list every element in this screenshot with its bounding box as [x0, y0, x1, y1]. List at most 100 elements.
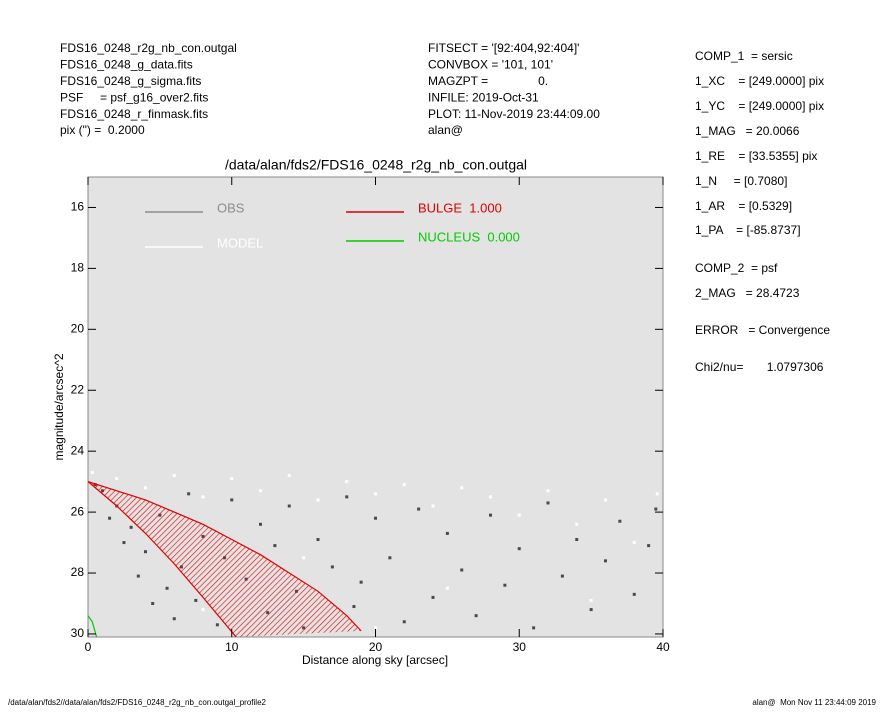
fit-parameter: 1_YC = [249.0000] pix: [695, 99, 824, 113]
bulge-outer-edge: [88, 481, 362, 632]
y-axis-label: magnitude/arcsec^2: [52, 353, 66, 460]
header-left-line: FDS16_0248_r2g_nb_con.outgal: [60, 41, 237, 55]
data-point: [632, 592, 636, 596]
data-point: [647, 544, 651, 548]
y-tick-label: 24: [71, 443, 85, 457]
data-point: [517, 547, 521, 551]
data-point: [136, 574, 140, 578]
bulge-inner-edge: [88, 481, 237, 637]
x-tick-label: 0: [85, 640, 92, 654]
data-point: [345, 495, 349, 499]
legend-label: MODEL: [217, 235, 263, 250]
x-tick-label: 30: [513, 640, 527, 654]
data-point: [122, 541, 126, 545]
data-point: [201, 495, 205, 499]
data-point: [259, 522, 262, 526]
data-point: [575, 522, 579, 526]
data-point: [151, 601, 155, 605]
plot-area: [87, 176, 664, 638]
fit-parameter: ERROR = Convergence: [695, 323, 830, 337]
data-point: [431, 595, 435, 599]
data-point: [618, 519, 622, 523]
data-point: [187, 492, 191, 496]
data-point: [560, 574, 564, 578]
footer-right: alan@ Mon Nov 11 23:44:09 2019: [752, 698, 876, 707]
header-left-line: FDS16_0248_g_sigma.fits: [60, 74, 201, 88]
data-point: [194, 598, 198, 602]
data-point: [604, 559, 607, 563]
legend-label: NUCLEUS 0.000: [418, 229, 520, 244]
header-middle-line: FITSECT = '[92:404,92:404]': [428, 41, 579, 55]
data-point: [316, 538, 320, 542]
fit-parameter: Chi2/nu= 1.0797306: [695, 360, 824, 374]
data-point: [374, 516, 377, 520]
x-tick-label: 10: [225, 640, 239, 654]
data-point: [431, 504, 435, 508]
data-point: [632, 541, 636, 545]
y-tick-label: 18: [71, 261, 85, 275]
model-line: [88, 615, 98, 637]
data-point: [359, 580, 363, 584]
data-point: [302, 556, 306, 560]
data-point: [108, 516, 112, 520]
x-tick-label: 40: [656, 640, 670, 654]
data-point: [532, 626, 536, 630]
data-point: [474, 614, 478, 618]
data-point: [589, 598, 593, 602]
data-point: [172, 474, 176, 478]
data-point: [345, 480, 349, 484]
legend-label: OBS: [217, 200, 245, 215]
data-point: [374, 492, 377, 496]
data-point: [388, 556, 392, 560]
bulge-fill: [88, 481, 362, 637]
header-middle-line: CONVBOX = '101, 101': [428, 58, 553, 72]
data-point: [259, 489, 262, 493]
header-middle-line: INFILE: 2019-Oct-31: [428, 90, 539, 104]
header-middle-line: PLOT: 11-Nov-2019 23:44:09.00: [428, 107, 600, 121]
data-point: [230, 477, 234, 481]
data-point: [352, 605, 356, 609]
data-point: [230, 498, 234, 502]
header-left-line: FDS16_0248_r_finmask.fits: [60, 107, 208, 121]
data-point: [589, 608, 593, 612]
data-point: [604, 498, 607, 502]
fit-parameter: 1_AR = [0.5329]: [695, 199, 792, 213]
data-point: [144, 550, 147, 554]
data-point: [654, 507, 658, 511]
x-tick-label: 20: [369, 640, 383, 654]
fit-parameter: 1_RE = [33.5355] pix: [695, 149, 817, 163]
data-point: [129, 525, 133, 529]
data-point: [489, 513, 492, 517]
data-point: [273, 544, 277, 548]
y-tick-label: 28: [71, 565, 85, 579]
y-tick-label: 30: [71, 626, 85, 640]
y-tick-label: 16: [71, 200, 85, 214]
fit-parameter: 1_PA = [-85.8737]: [695, 223, 801, 237]
data-point: [546, 501, 550, 505]
data-point: [201, 608, 205, 612]
y-tick-label: 26: [71, 504, 85, 518]
data-point: [655, 492, 659, 496]
data-point: [287, 474, 291, 478]
header-middle-line: MAGZPT = 0.: [428, 74, 548, 88]
x-axis-label: Distance along sky [arcsec]: [302, 653, 448, 667]
data-point: [489, 495, 492, 499]
data-point: [90, 470, 94, 474]
fit-parameter: 1_N = [0.7080]: [695, 174, 787, 188]
data-point: [115, 477, 119, 481]
data-point: [215, 623, 219, 627]
chart-title: /data/alan/fds2/FDS16_0248_r2g_nb_con.ou…: [225, 157, 527, 173]
data-point: [460, 486, 464, 490]
data-point: [445, 586, 449, 590]
data-point: [144, 486, 147, 490]
data-point: [503, 583, 507, 587]
header-left-line: pix (") = 0.2000: [60, 123, 145, 137]
fit-parameter: 1_XC = [249.0000] pix: [695, 74, 824, 88]
data-point: [287, 504, 291, 508]
data-point: [460, 568, 464, 572]
data-point: [517, 513, 521, 517]
data-point: [402, 620, 406, 624]
data-point: [330, 565, 334, 569]
legend-label: BULGE 1.000: [418, 200, 502, 215]
